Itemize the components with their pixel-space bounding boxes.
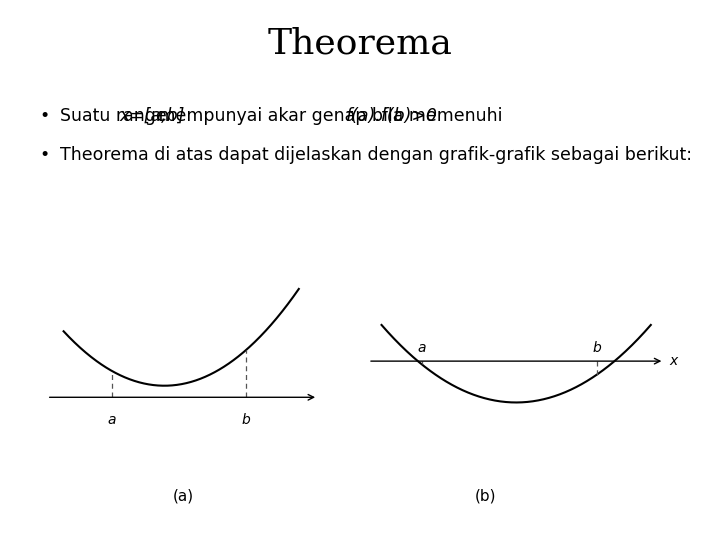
- Text: x: x: [670, 354, 678, 368]
- Text: (b): (b): [475, 489, 497, 504]
- Text: •: •: [40, 146, 50, 164]
- Text: x=[a,b]: x=[a,b]: [120, 107, 185, 125]
- Text: Theorema: Theorema: [268, 27, 452, 61]
- Text: (a): (a): [173, 489, 194, 504]
- Text: Theorema di atas dapat dijelaskan dengan grafik-grafik sebagai berikut:: Theorema di atas dapat dijelaskan dengan…: [60, 146, 692, 164]
- Text: a: a: [418, 341, 426, 355]
- Text: •: •: [40, 107, 50, 125]
- Text: b: b: [242, 413, 251, 427]
- Text: a: a: [107, 413, 116, 427]
- Text: b: b: [593, 341, 601, 355]
- Text: Suatu range: Suatu range: [60, 107, 172, 125]
- Text: mempunyai akar genap bila memenuhi: mempunyai akar genap bila memenuhi: [153, 107, 508, 125]
- Text: f(a).f(b)>0: f(a).f(b)>0: [346, 107, 438, 125]
